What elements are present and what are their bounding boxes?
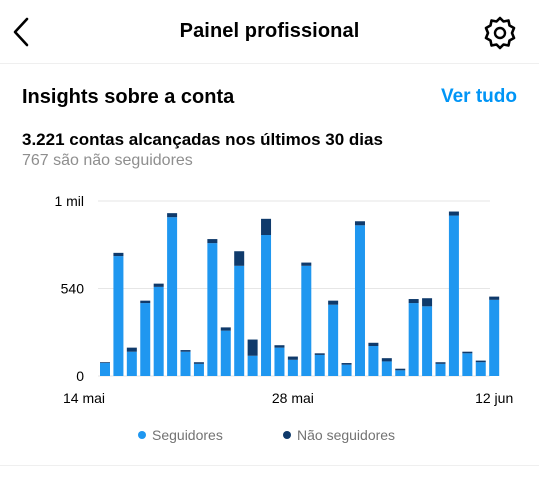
non-followers-text: 767 são não seguidores <box>22 152 193 169</box>
page-title: Painel profissional <box>179 20 360 42</box>
x-tick-label: 14 mai <box>63 390 105 406</box>
bar-followers <box>153 286 164 376</box>
bar-followers <box>448 215 459 376</box>
bar-followers <box>381 361 392 376</box>
bar-non-followers <box>314 353 325 355</box>
bar-followers <box>408 303 419 376</box>
bar-non-followers <box>167 213 178 218</box>
y-tick-label: 540 <box>61 281 85 297</box>
see-all-link[interactable]: Ver tudo <box>440 86 517 107</box>
bar-non-followers <box>261 218 272 236</box>
bar-non-followers <box>422 298 433 307</box>
chart-bars <box>100 211 500 376</box>
back-button[interactable] <box>8 14 40 50</box>
bar-non-followers <box>193 362 204 364</box>
bar-non-followers <box>341 363 352 365</box>
bar-followers <box>167 217 178 376</box>
bar-non-followers <box>247 339 258 356</box>
x-tick-label: 12 jun <box>475 390 513 406</box>
bar-non-followers <box>381 358 392 362</box>
legend-non-followers: Não seguidores <box>283 427 395 443</box>
legend-followers: Seguidores <box>138 427 223 443</box>
chevron-left-icon <box>13 17 29 47</box>
bar-followers <box>126 351 137 376</box>
bar-followers <box>395 370 406 376</box>
bar-non-followers <box>180 350 191 352</box>
header: Painel profissional <box>0 0 539 64</box>
bar-non-followers <box>100 362 110 364</box>
bar-followers <box>462 353 473 376</box>
bar-followers <box>341 364 352 376</box>
bar-followers <box>207 243 218 376</box>
bar-followers <box>354 225 365 376</box>
bar-followers <box>247 355 258 376</box>
chart-legend: Seguidores Não seguidores <box>0 427 539 447</box>
bar-non-followers <box>408 299 419 304</box>
bar-non-followers <box>207 239 218 244</box>
bar-non-followers <box>301 262 312 266</box>
bar-followers <box>193 363 204 376</box>
bar-non-followers <box>287 356 298 360</box>
bar-non-followers <box>113 252 124 257</box>
bar-non-followers <box>489 296 500 300</box>
bar-non-followers <box>126 347 137 352</box>
bar-followers <box>435 363 446 376</box>
bar-followers <box>180 351 191 376</box>
bar-followers <box>422 306 433 376</box>
followers-dot-icon <box>138 431 146 439</box>
non-followers-dot-icon <box>283 431 291 439</box>
bar-non-followers <box>435 362 446 364</box>
reach-chart: 0 540 1 mil 14 mai 28 mai 12 jun <box>0 185 539 415</box>
bar-followers <box>261 235 272 376</box>
bar-non-followers <box>234 251 245 266</box>
bar-non-followers <box>328 300 339 305</box>
legend-followers-label: Seguidores <box>152 427 223 443</box>
bar-non-followers <box>153 283 164 287</box>
y-tick-label: 0 <box>76 368 84 384</box>
bar-non-followers <box>475 360 486 363</box>
accounts-reached-text: 3.221 contas alcançadas nos últimos 30 d… <box>22 130 383 149</box>
bar-non-followers <box>274 345 285 348</box>
chart-y-ticks: 0 540 1 mil <box>54 193 84 384</box>
settings-button[interactable] <box>482 15 518 51</box>
bar-followers <box>274 347 285 376</box>
bar-non-followers <box>220 327 231 331</box>
gear-icon <box>484 16 516 50</box>
chart-x-ticks: 14 mai 28 mai 12 jun <box>63 390 513 406</box>
bar-non-followers <box>368 342 379 347</box>
bar-non-followers <box>462 351 473 354</box>
bar-non-followers <box>448 211 459 216</box>
bar-followers <box>113 256 124 376</box>
bar-followers <box>328 304 339 376</box>
bar-followers <box>368 346 379 376</box>
bar-followers <box>475 362 486 376</box>
x-tick-label: 28 mai <box>272 390 314 406</box>
bar-followers <box>100 363 110 376</box>
y-tick-label: 1 mil <box>54 193 84 209</box>
bar-followers <box>220 330 231 376</box>
bar-followers <box>314 354 325 376</box>
bar-followers <box>140 303 151 376</box>
bar-non-followers <box>140 300 151 304</box>
legend-non-followers-label: Não seguidores <box>297 427 396 443</box>
reach-bar-chart: 0 540 1 mil 14 mai 28 mai 12 jun <box>54 193 513 406</box>
insights-title: Insights sobre a conta <box>22 86 235 108</box>
bar-non-followers <box>354 221 365 226</box>
bottom-divider <box>0 465 539 466</box>
bar-non-followers <box>395 368 406 371</box>
bar-followers <box>234 265 245 376</box>
bar-followers <box>287 359 298 376</box>
bar-followers <box>301 265 312 376</box>
bar-followers <box>489 299 500 376</box>
